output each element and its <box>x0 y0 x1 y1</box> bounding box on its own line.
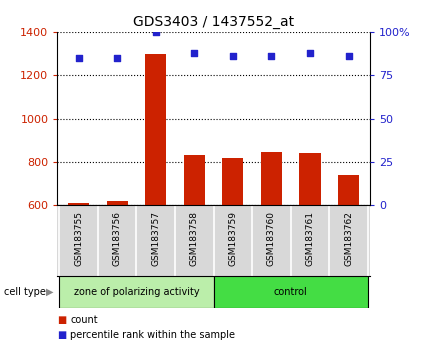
Text: zone of polarizing activity: zone of polarizing activity <box>74 287 199 297</box>
Text: GSM183761: GSM183761 <box>306 211 314 266</box>
Bar <box>68 203 89 205</box>
Bar <box>60 276 213 308</box>
Text: cell type: cell type <box>4 287 46 297</box>
Point <box>75 55 82 61</box>
Title: GDS3403 / 1437552_at: GDS3403 / 1437552_at <box>133 16 294 29</box>
Point <box>152 29 159 35</box>
Bar <box>107 201 128 205</box>
Text: GSM183757: GSM183757 <box>151 211 160 266</box>
Bar <box>222 158 244 205</box>
Text: GSM183759: GSM183759 <box>228 211 237 266</box>
Bar <box>213 276 368 308</box>
Text: count: count <box>70 315 98 325</box>
Bar <box>299 153 320 205</box>
Text: GSM183760: GSM183760 <box>267 211 276 266</box>
Point <box>114 55 121 61</box>
Text: GSM183762: GSM183762 <box>344 211 353 266</box>
Text: GSM183756: GSM183756 <box>113 211 122 266</box>
Point <box>230 53 236 59</box>
Point <box>345 53 352 59</box>
Bar <box>261 152 282 205</box>
Text: ■: ■ <box>57 315 67 325</box>
Text: control: control <box>274 287 308 297</box>
Text: GSM183755: GSM183755 <box>74 211 83 266</box>
Text: ▶: ▶ <box>45 287 53 297</box>
Text: GSM183758: GSM183758 <box>190 211 199 266</box>
Bar <box>145 53 166 205</box>
Point <box>306 50 313 56</box>
Point <box>191 50 198 56</box>
Text: percentile rank within the sample: percentile rank within the sample <box>70 330 235 339</box>
Bar <box>338 175 359 205</box>
Bar <box>184 155 205 205</box>
Point <box>268 53 275 59</box>
Text: ■: ■ <box>57 330 67 339</box>
